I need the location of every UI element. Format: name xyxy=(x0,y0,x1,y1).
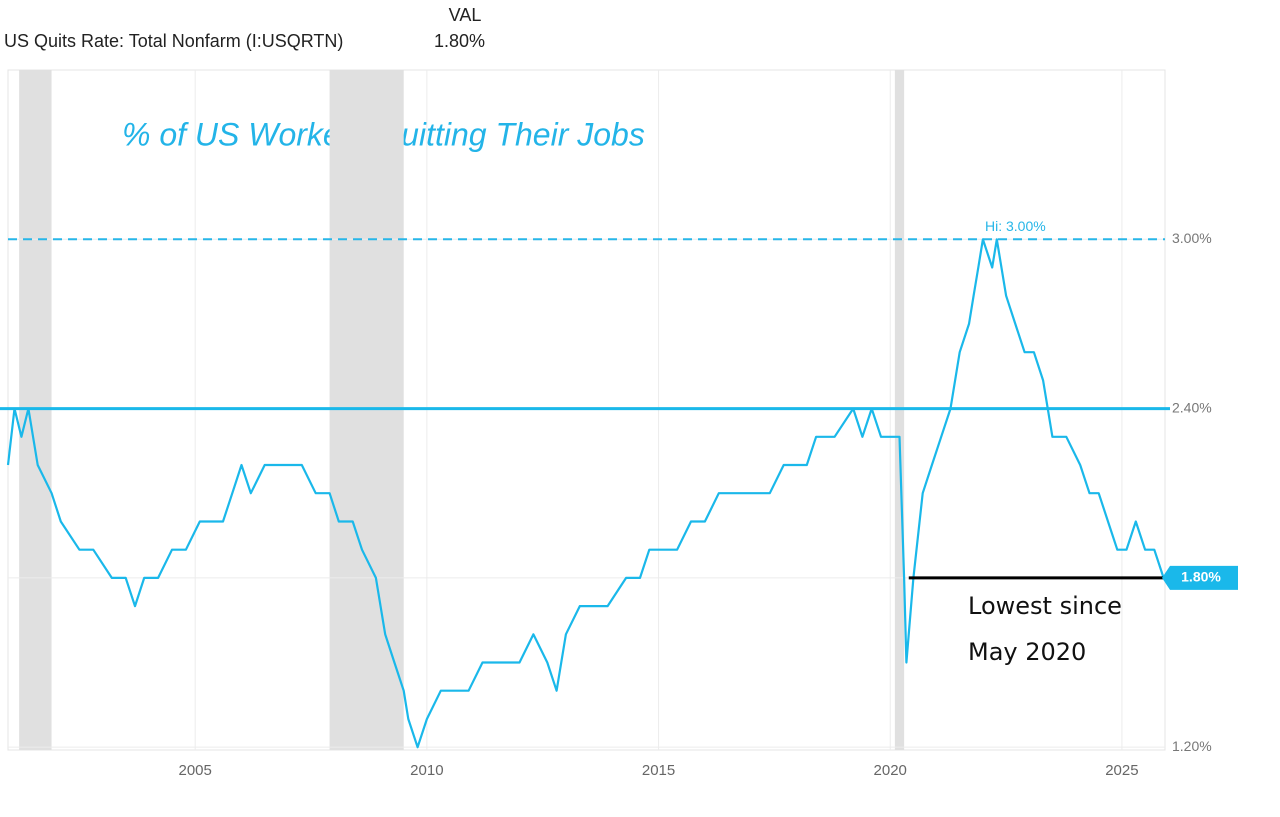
x-tick-label: 2010 xyxy=(410,762,443,779)
y-tick-label: 2.40% xyxy=(1172,399,1212,415)
current-label: 1.80% xyxy=(1181,569,1221,585)
annotation: Lowest since xyxy=(968,592,1122,620)
series-line xyxy=(6,238,1165,749)
y-tick-label: 3.00% xyxy=(1172,230,1212,246)
y-tick-label: 1.20% xyxy=(1172,738,1212,754)
header-column: VAL xyxy=(449,5,482,25)
current-marker xyxy=(1162,565,1238,590)
high-label: Hi: 3.00% xyxy=(985,218,1046,234)
x-tick-label: 2020 xyxy=(874,762,907,779)
header-value: 1.80% xyxy=(434,31,485,51)
header-series: US Quits Rate: Total Nonfarm (I:USQRTN) xyxy=(4,31,343,51)
x-tick-label: 2015 xyxy=(642,762,675,779)
x-tick-label: 2005 xyxy=(179,762,212,779)
annotation: May 2020 xyxy=(968,638,1086,666)
x-tick-label: 2025 xyxy=(1105,762,1138,779)
